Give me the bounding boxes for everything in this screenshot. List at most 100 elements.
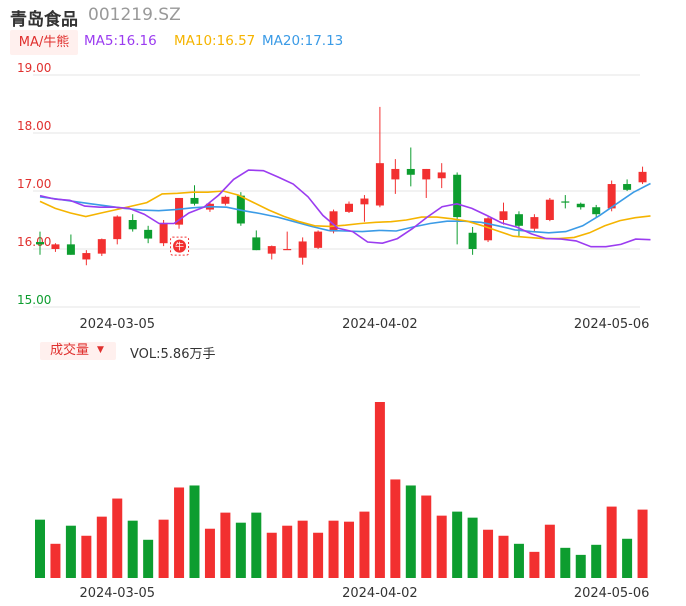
volume-bar (637, 509, 648, 578)
candle-body (113, 216, 122, 240)
bull-marker-icon (173, 239, 187, 253)
volume-bar (544, 524, 555, 578)
date-tick-label: 2024-04-02 (342, 317, 418, 332)
volume-bar (297, 520, 308, 578)
candle-body (128, 220, 137, 230)
ma5-legend: MA5:16.16 (84, 33, 157, 49)
volume-date-tick-label: 2024-05-06 (574, 586, 650, 601)
candle-body (360, 198, 369, 205)
volume-bar (483, 529, 494, 578)
volume-date-tick-label: 2024-04-02 (342, 586, 418, 601)
volume-bar (174, 487, 185, 578)
volume-bar (452, 511, 463, 578)
volume-bar (266, 532, 277, 578)
candle-body (530, 217, 539, 229)
candle-body (329, 211, 338, 232)
candle-body (221, 196, 230, 204)
volume-bar (436, 515, 447, 578)
ma-selector-button[interactable]: MA/牛熊 (10, 30, 78, 55)
volume-bar (359, 511, 370, 578)
volume-bar (560, 547, 571, 578)
candle-body (453, 174, 462, 218)
candle-body (422, 168, 431, 180)
volume-date-tick-label: 2024-03-05 (79, 586, 155, 601)
volume-bar (467, 517, 478, 578)
volume-bar (328, 520, 339, 578)
volume-readout: VOL:5.86万手 (130, 347, 216, 362)
volume-bar (220, 512, 231, 578)
stock-name: 青岛食品 (10, 10, 78, 30)
candle-body (391, 168, 400, 180)
volume-bar (112, 498, 123, 578)
candle-body (36, 242, 44, 245)
candle-body (468, 232, 477, 249)
volume-bar (35, 519, 45, 578)
candle-body (607, 184, 616, 209)
candle-body (190, 197, 199, 204)
candle-body (592, 207, 601, 215)
volume-bar (529, 551, 540, 578)
candle-body (252, 237, 261, 251)
candle-body (66, 244, 75, 255)
price-tick-label: 15.00 (17, 293, 51, 307)
date-tick-label: 2024-03-05 (79, 317, 155, 332)
volume-bar (189, 485, 200, 578)
volume-bar (158, 519, 169, 578)
candle-body (314, 231, 323, 248)
price-tick-label: 18.00 (17, 119, 51, 133)
volume-bar (421, 495, 432, 578)
candle-body (484, 218, 493, 241)
volume-bar (127, 520, 138, 578)
volume-selector-button[interactable]: 成交量 ▼ (40, 342, 116, 360)
candle-body (406, 168, 415, 175)
candle-body (638, 171, 647, 183)
date-tick-label: 2024-05-06 (574, 317, 650, 332)
volume-bar (575, 554, 586, 578)
volume-bar (235, 522, 246, 578)
candle-body (514, 214, 523, 226)
candle-body (144, 229, 153, 239)
volume-bar (143, 539, 154, 578)
candle-body (499, 211, 508, 220)
bull-marker-label: 牛 (175, 241, 184, 253)
bull-marker-frame (170, 236, 190, 256)
candle-body (345, 203, 353, 212)
volume-bar (251, 512, 262, 578)
candle-body (267, 246, 276, 254)
ma20-legend: MA20:17.13 (262, 33, 344, 49)
candle-body (623, 184, 632, 190)
candle-body (576, 203, 585, 208)
volume-bar (606, 506, 617, 578)
ma10-legend: MA10:16.57 (174, 33, 256, 49)
candle-body (82, 253, 91, 260)
candle-body (545, 199, 554, 220)
volume-bar (405, 485, 416, 578)
volume-bar (374, 402, 385, 578)
candle-body (97, 239, 106, 254)
ma5-line (39, 169, 651, 248)
volume-selector-label: 成交量 (50, 343, 90, 358)
volume-bar (282, 525, 293, 578)
stock-code: 001219.SZ (88, 5, 181, 25)
volume-bar (622, 538, 633, 578)
candle-body (437, 172, 446, 179)
candle-body (175, 197, 184, 225)
volume-bar (498, 535, 509, 578)
candle-body (51, 244, 60, 249)
volume-bar (50, 543, 61, 578)
price-tick-label: 19.00 (17, 61, 51, 75)
price-tick-label: 17.00 (17, 177, 51, 191)
volume-bar (591, 544, 602, 578)
candle-body (159, 222, 168, 244)
ma20-line (39, 182, 651, 234)
volume-bar (344, 521, 354, 578)
volume-bar (81, 535, 92, 578)
candle-body (298, 241, 307, 258)
chevron-down-icon: ▼ (97, 345, 104, 355)
volume-bar (313, 532, 324, 578)
volume-bar (96, 516, 107, 578)
price-tick-label: 16.00 (17, 235, 51, 249)
candle-body (561, 201, 570, 203)
candle-body (283, 249, 292, 251)
